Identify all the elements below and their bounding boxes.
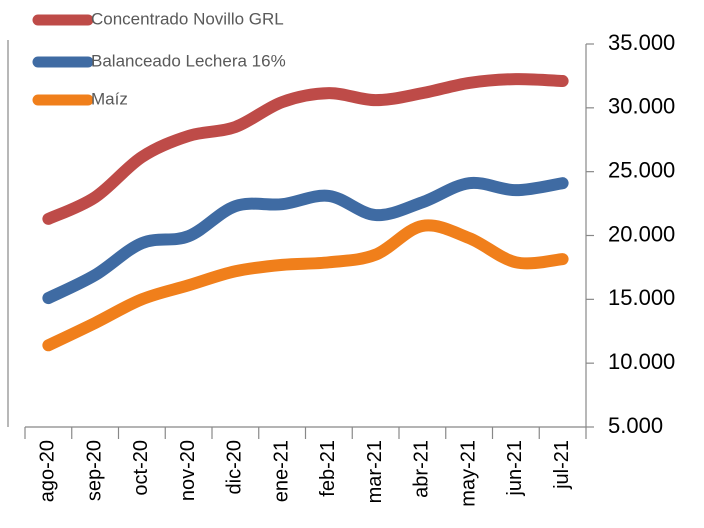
series-line — [42, 219, 569, 352]
x-tick-label: ene-21 — [270, 440, 292, 502]
x-tick-label: jul-21 — [551, 440, 573, 490]
y-tick-label: 25.000 — [608, 157, 675, 182]
x-tick-label: ago-20 — [37, 440, 59, 502]
x-tick-label: dic-20 — [224, 440, 246, 494]
y-tick-label: 5.000 — [608, 413, 663, 438]
x-tick-label: may-21 — [457, 440, 479, 507]
y-tick-label: 15.000 — [608, 285, 675, 310]
x-tick-label: abr-21 — [411, 440, 433, 498]
series-line — [42, 176, 569, 305]
y-tick-label: 30.000 — [608, 94, 675, 119]
x-tick-label: jun-21 — [504, 440, 526, 497]
y-tick-label: 20.000 — [608, 221, 675, 246]
y-tick-label: 35.000 — [608, 30, 675, 55]
legend-label: Maíz — [91, 89, 128, 108]
x-tick-label: mar-21 — [364, 440, 386, 503]
legend-label: Balanceado Lechera 16% — [91, 51, 286, 70]
x-tick-label: oct-20 — [130, 440, 152, 496]
x-tick-label: sep-20 — [83, 440, 105, 501]
x-tick-label: feb-21 — [317, 440, 339, 497]
legend-label: Concentrado Novillo GRL — [91, 9, 284, 28]
y-tick-label: 10.000 — [608, 349, 675, 374]
series-line — [42, 73, 569, 225]
x-tick-label: nov-20 — [177, 440, 199, 501]
